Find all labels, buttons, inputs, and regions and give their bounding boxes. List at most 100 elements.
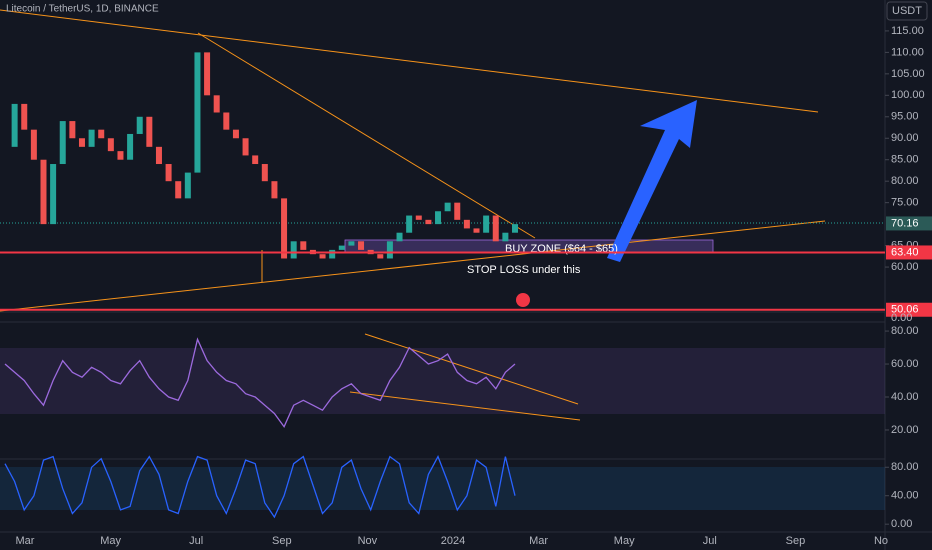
candle xyxy=(175,181,182,199)
y-tick-label: 40.00 xyxy=(891,391,919,403)
trendline xyxy=(197,32,536,239)
trendline xyxy=(364,333,579,405)
price-label: 50.06 xyxy=(891,304,919,316)
candle xyxy=(40,159,47,225)
candle xyxy=(396,232,403,242)
candle xyxy=(21,103,28,130)
y-tick-label: 90.00 xyxy=(891,132,919,144)
candle xyxy=(492,215,499,242)
price-label-box xyxy=(886,216,932,231)
currency-button[interactable] xyxy=(886,1,928,21)
candle xyxy=(136,116,143,134)
candle xyxy=(454,202,461,220)
candle xyxy=(377,254,384,259)
y-tick-label: 115.00 xyxy=(891,25,924,37)
candle xyxy=(232,129,239,139)
annotation: STOP LOSS under this xyxy=(467,264,581,276)
y-tick-label: 60.00 xyxy=(891,261,919,273)
y-tick-label: 60.00 xyxy=(891,358,919,370)
y-tick-label: 110.00 xyxy=(891,46,924,58)
arrow xyxy=(607,100,697,262)
candle xyxy=(204,52,211,96)
x-tick-label: Mar xyxy=(16,535,35,547)
price-label: 70.16 xyxy=(891,217,919,229)
y-tick-label: 80.00 xyxy=(891,325,919,337)
candle xyxy=(165,164,172,182)
y-tick-label: 0.00 xyxy=(891,518,912,530)
candle xyxy=(300,241,307,250)
indicator-line xyxy=(4,337,516,428)
candle xyxy=(348,241,355,246)
candle xyxy=(338,245,345,250)
x-tick-label: Sep xyxy=(786,535,806,547)
trendline xyxy=(0,9,819,113)
price-label-box xyxy=(886,245,932,260)
y-tick-label: 80.00 xyxy=(891,175,919,187)
currency[interactable]: USDT xyxy=(892,5,922,17)
candle xyxy=(483,215,490,233)
y-tick-label: 75.00 xyxy=(891,197,919,209)
candle xyxy=(242,138,249,156)
trendline xyxy=(349,391,581,421)
y-tick-label: 40.00 xyxy=(891,490,919,502)
x-tick-label: May xyxy=(614,535,635,547)
x-tick-label: Sep xyxy=(272,535,292,547)
candle xyxy=(88,129,95,147)
candle xyxy=(463,219,470,229)
y-tick-label: 105.00 xyxy=(891,68,925,80)
candle xyxy=(194,52,201,173)
stoch-band xyxy=(0,467,885,510)
candle xyxy=(252,155,259,165)
price-label: 63.40 xyxy=(891,246,919,258)
x-tick-label: No xyxy=(874,535,888,547)
candle xyxy=(107,138,114,152)
x-tick-label: 2024 xyxy=(441,535,465,547)
x-tick-label: Jul xyxy=(703,535,717,547)
candle xyxy=(290,241,297,259)
candle xyxy=(281,198,288,259)
candle xyxy=(358,241,365,250)
y-tick-label: 95.00 xyxy=(891,111,919,123)
candle xyxy=(59,121,66,165)
candle xyxy=(213,95,220,113)
candle xyxy=(406,215,413,233)
candle xyxy=(127,133,134,160)
trendline xyxy=(0,220,826,312)
candle xyxy=(386,241,393,259)
candle xyxy=(30,129,37,160)
candle xyxy=(146,116,153,147)
candle xyxy=(98,129,105,139)
candle xyxy=(69,121,76,139)
candle xyxy=(155,146,162,165)
candle xyxy=(78,138,85,147)
candle xyxy=(184,172,191,199)
y-tick-label: 85.00 xyxy=(891,154,919,166)
event-icon xyxy=(516,293,530,307)
candle xyxy=(444,202,451,212)
x-tick-label: May xyxy=(100,535,121,547)
candle xyxy=(502,232,509,242)
y-tick-label: 100.00 xyxy=(891,89,925,101)
candle xyxy=(425,219,432,225)
y-tick-label: 80.00 xyxy=(891,461,919,473)
candle xyxy=(319,254,326,259)
candle xyxy=(512,224,518,233)
x-tick-label: Mar xyxy=(529,535,548,547)
y-tick-label: 0.00 xyxy=(891,312,912,324)
chart-title: Litecoin / TetherUS, 1D, BINANCE xyxy=(6,4,159,15)
price-label-box xyxy=(886,302,932,317)
candle xyxy=(435,211,442,225)
x-tick-label: Jul xyxy=(189,535,203,547)
indicator-line xyxy=(4,455,516,519)
y-tick-label: 20.00 xyxy=(891,424,919,436)
candle xyxy=(261,164,268,182)
candle xyxy=(117,151,124,160)
candle xyxy=(415,215,422,220)
candle xyxy=(11,103,18,147)
candle xyxy=(271,181,278,199)
x-tick-label: Nov xyxy=(358,535,378,547)
candle xyxy=(473,228,480,233)
candle xyxy=(50,164,57,225)
